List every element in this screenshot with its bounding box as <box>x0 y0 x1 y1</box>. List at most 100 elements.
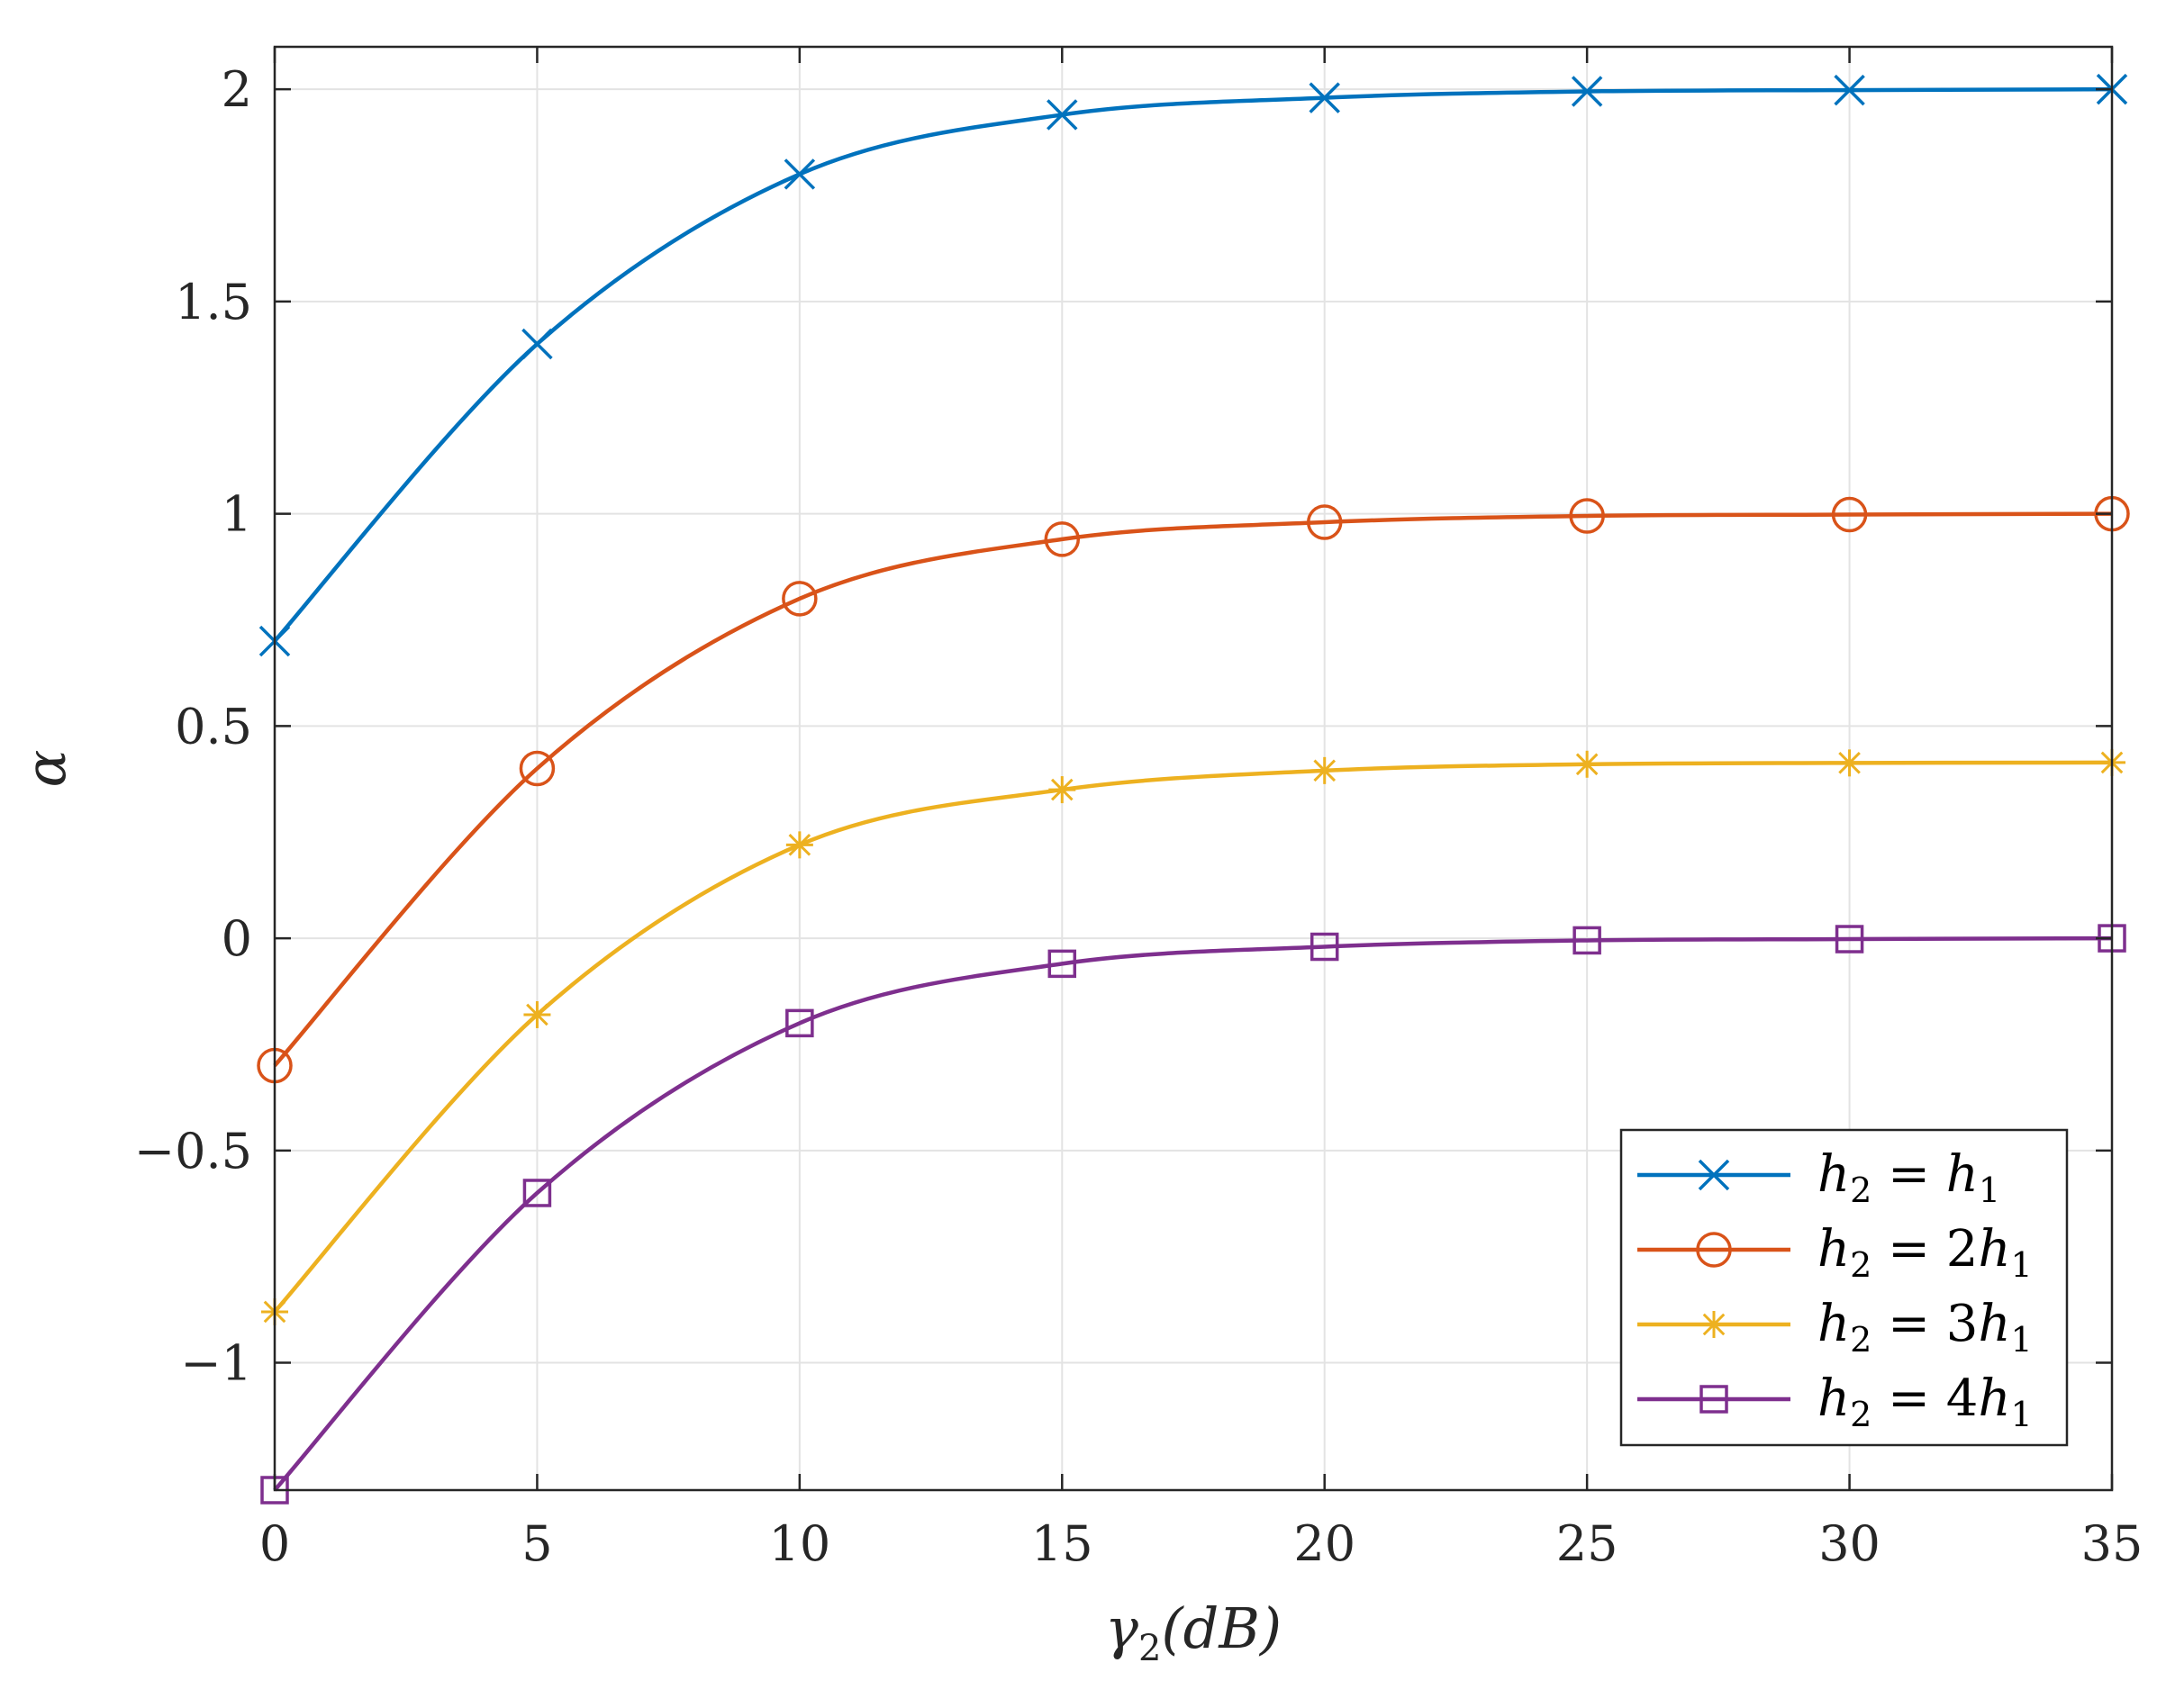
data-point <box>1309 82 1340 113</box>
data-point <box>1572 926 1601 955</box>
y-tick-label: 1.5 <box>175 274 252 330</box>
y-tick-label: 0.5 <box>175 698 252 755</box>
legend-coefficient: 2 <box>1946 1220 1979 1279</box>
data-point <box>1835 925 1864 953</box>
data-point <box>784 158 816 190</box>
marker-stroke <box>1571 76 1603 107</box>
series-2 <box>257 495 2130 1084</box>
legend-item: h2 = 2h1 <box>1637 1220 2033 1285</box>
y-axis-label: α <box>13 750 78 788</box>
data-point <box>1310 932 1339 962</box>
x-axis-label-symbol: γ <box>1105 1595 1139 1661</box>
data-point <box>1048 776 1076 804</box>
data-point <box>785 1008 814 1038</box>
legend-equals: = <box>1871 1220 1946 1279</box>
legend-equals: = <box>1871 1369 1946 1428</box>
y-tick-label: −0.5 <box>134 1123 252 1179</box>
legend-marker <box>1696 1232 1732 1268</box>
legend-rhs-sub: 1 <box>2011 1395 2033 1434</box>
marker-stroke <box>1838 752 1861 774</box>
marker-stroke <box>1047 99 1078 131</box>
legend-marker <box>1700 1311 1727 1338</box>
legend-rhs-sub: 1 <box>2011 1245 2033 1285</box>
marker-stroke <box>1575 753 1599 776</box>
legend-lhs: h <box>1817 1145 1850 1204</box>
x-tick-label: 0 <box>259 1515 290 1572</box>
legend-box <box>1619 1128 2069 1447</box>
marker-stroke <box>1834 74 1865 106</box>
legend-rhs: h <box>1978 1220 2010 1279</box>
y-tick-label: 1 <box>222 486 252 543</box>
legend-label: h2 = 3h1 <box>1817 1295 2033 1360</box>
axis-labels: γ2(dB) α <box>13 750 1282 1669</box>
legend-equals: = <box>1871 1145 1946 1204</box>
marker-stroke <box>1698 1159 1730 1191</box>
marker-stroke <box>1050 778 1074 801</box>
y-tick-label: −1 <box>180 1335 252 1392</box>
x-tick-label: 25 <box>1556 1515 1618 1572</box>
legend-equals: = <box>1871 1295 1946 1353</box>
x-tick-label: 35 <box>2081 1515 2143 1572</box>
legend-coefficient: 3 <box>1946 1295 1979 1353</box>
legend-rhs: h <box>1978 1369 2010 1428</box>
legend-lhs: h <box>1817 1220 1850 1279</box>
legend-lhs-sub: 2 <box>1850 1395 1871 1434</box>
data-point <box>1047 949 1077 979</box>
legend-rhs: h <box>1978 1295 2010 1353</box>
legend-lhs-sub: 2 <box>1850 1320 1871 1360</box>
data-point <box>1571 76 1603 107</box>
marker-stroke <box>526 1003 548 1026</box>
y-tick-label: 0 <box>222 910 252 967</box>
legend-marker <box>1699 1385 1728 1414</box>
marker-stroke <box>788 834 811 856</box>
series-line <box>273 935 2113 1492</box>
legend-lhs: h <box>1817 1295 1850 1353</box>
legend-rhs: h <box>1946 1145 1979 1204</box>
legend-marker <box>1698 1159 1730 1191</box>
data-point <box>523 1000 551 1028</box>
data-point <box>1047 99 1078 131</box>
x-axis-label: γ2(dB) <box>1105 1595 1282 1669</box>
series-line <box>273 511 2113 1068</box>
marker-stroke <box>1313 759 1337 782</box>
data-point <box>785 831 813 859</box>
data-point <box>1306 504 1343 540</box>
x-axis-label-subscript: 2 <box>1138 1628 1161 1669</box>
marker-stroke <box>521 328 553 360</box>
data-point <box>782 581 818 617</box>
data-point <box>521 328 553 360</box>
legend-item: h2 = 3h1 <box>1637 1295 2033 1360</box>
data-point <box>519 750 556 787</box>
x-axis-label-unit: (dB) <box>1161 1595 1282 1661</box>
x-tick-label: 30 <box>1818 1515 1881 1572</box>
data-point <box>1573 750 1601 778</box>
plot-frame <box>273 45 2114 1492</box>
x-tick-label: 20 <box>1293 1515 1355 1572</box>
legend-label: h2 = 2h1 <box>1817 1220 2033 1285</box>
legend-label: h2 = h1 <box>1817 1145 2000 1210</box>
series-layer <box>257 73 2130 1505</box>
y-tick-label: 2 <box>222 61 252 118</box>
data-point <box>1835 749 1863 777</box>
legend-label: h2 = 4h1 <box>1817 1369 2033 1434</box>
legend-lhs-sub: 2 <box>1850 1170 1871 1210</box>
data-point <box>1834 74 1865 106</box>
legend-coefficient: 4 <box>1946 1369 1979 1428</box>
legend-rhs-sub: 1 <box>2011 1320 2033 1360</box>
marker-stroke <box>784 158 816 190</box>
legend-item: h2 = h1 <box>1637 1145 2000 1210</box>
data-point <box>1569 498 1605 534</box>
legend-lhs: h <box>1817 1369 1850 1428</box>
data-point <box>1831 496 1868 533</box>
x-tick-label: 15 <box>1031 1515 1093 1572</box>
x-tick-label: 10 <box>768 1515 830 1572</box>
data-point <box>1310 756 1338 784</box>
data-point <box>1044 521 1081 557</box>
legend-rhs-sub: 1 <box>1979 1170 2000 1210</box>
legend-lhs-sub: 2 <box>1850 1245 1871 1285</box>
ticks: 0 5 10 15 20 25 30 35 −1 −0.5 0 0.5 1 1.5 2 <box>134 47 2143 1572</box>
legend-item: h2 = 4h1 <box>1637 1369 2033 1434</box>
